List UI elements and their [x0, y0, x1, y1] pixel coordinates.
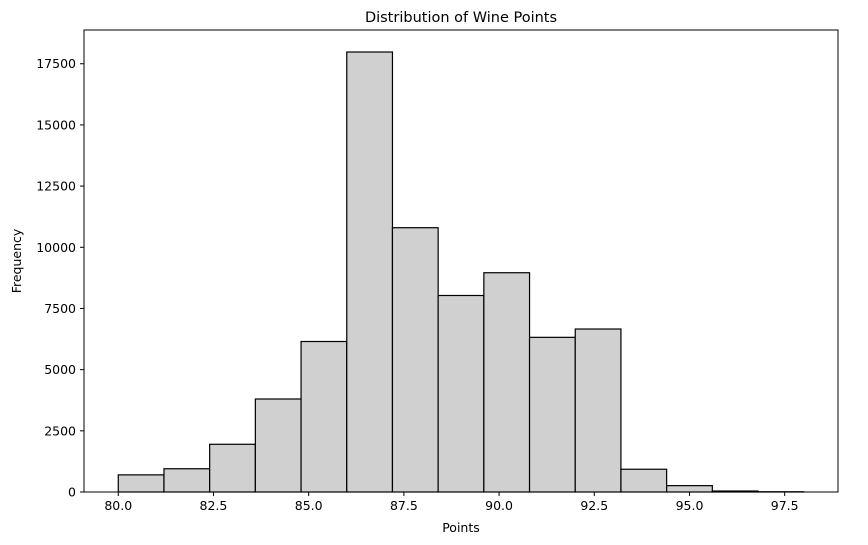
- bars-group: [117, 51, 805, 493]
- x-tick-label: 87.5: [390, 498, 418, 513]
- histogram-bar: [209, 443, 256, 493]
- histogram-bar: [483, 272, 531, 493]
- y-tick-label: 7500: [44, 301, 76, 316]
- chart-title: Distribution of Wine Points: [365, 10, 557, 26]
- y-tick-label: 2500: [44, 423, 76, 438]
- y-tick-label: 0: [68, 485, 76, 500]
- x-tick-label: 80.0: [104, 498, 132, 513]
- histogram-bar: [391, 227, 439, 493]
- x-tick-label: 82.5: [200, 498, 228, 513]
- histogram-bar: [346, 51, 394, 493]
- axes-frame: [83, 29, 839, 493]
- histogram-bar: [300, 340, 348, 493]
- y-tick-label: 12500: [36, 179, 76, 194]
- histogram-bar: [163, 468, 211, 493]
- x-tick-label: 95.0: [676, 498, 704, 513]
- x-axis-label: Points: [442, 520, 480, 535]
- histogram-bar: [574, 328, 622, 493]
- histogram-bar: [117, 474, 165, 493]
- y-axis-label: Frequency: [9, 228, 24, 293]
- x-tick-label: 97.5: [771, 498, 799, 513]
- y-axis-ticks: 0 2500 5000 7500 10000 12500 15000 17500: [36, 56, 84, 500]
- y-tick-label: 17500: [36, 56, 76, 71]
- x-tick-label: 85.0: [295, 498, 323, 513]
- x-tick-label: 92.5: [580, 498, 608, 513]
- x-axis-ticks: 80.0 82.5 85.0 87.5 90.0 92.5 95.0 97.5: [104, 492, 799, 513]
- y-tick-label: 5000: [44, 362, 76, 377]
- y-tick-label: 15000: [36, 117, 76, 132]
- histogram-bar: [437, 294, 485, 493]
- x-tick-label: 90.0: [485, 498, 513, 513]
- histogram-bar: [666, 485, 713, 493]
- histogram-bar: [620, 468, 668, 493]
- y-tick-label: 10000: [36, 240, 76, 255]
- histogram-bar: [528, 336, 576, 493]
- histogram-bar: [254, 398, 302, 493]
